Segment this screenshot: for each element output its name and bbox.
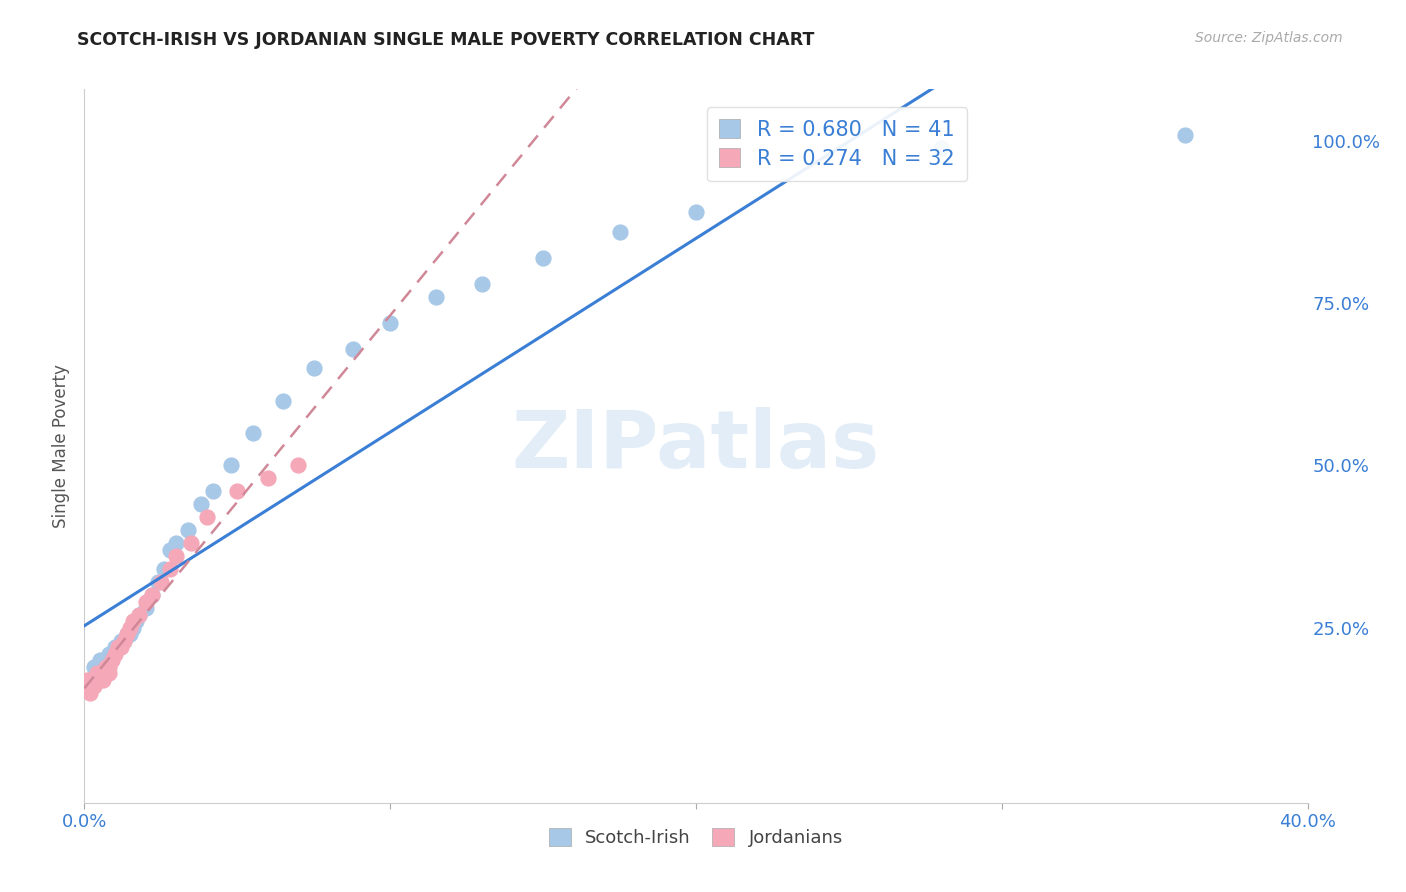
Point: [112, 633, 135, 648]
Point: [97, 666, 120, 681]
Point: [159, 562, 181, 576]
Point: [89, 666, 111, 681]
Point: [125, 614, 148, 628]
Point: [1174, 128, 1197, 142]
Legend: Scotch-Irish, Jordanians: Scotch-Irish, Jordanians: [541, 822, 851, 855]
Point: [120, 621, 142, 635]
Point: [287, 458, 309, 473]
Point: [135, 595, 157, 609]
Point: [195, 510, 218, 524]
Point: [76, 673, 98, 687]
Point: [141, 588, 163, 602]
Point: [165, 536, 187, 550]
Point: [104, 640, 127, 654]
Text: Source: ZipAtlas.com: Source: ZipAtlas.com: [1195, 31, 1343, 45]
Point: [257, 471, 280, 485]
Point: [97, 653, 120, 667]
Point: [86, 673, 108, 687]
Point: [89, 653, 111, 667]
Point: [201, 484, 224, 499]
Point: [91, 659, 114, 673]
Point: [115, 627, 138, 641]
Point: [86, 666, 108, 681]
Point: [79, 685, 101, 699]
Point: [180, 536, 202, 550]
Point: [94, 659, 117, 673]
Point: [242, 425, 264, 440]
Point: [471, 277, 494, 291]
Point: [177, 524, 200, 538]
Point: [219, 458, 242, 473]
Point: [104, 647, 127, 661]
Point: [128, 607, 150, 622]
Point: [153, 562, 176, 576]
Point: [226, 484, 249, 499]
Point: [94, 653, 117, 667]
Text: SCOTCH-IRISH VS JORDANIAN SINGLE MALE POVERTY CORRELATION CHART: SCOTCH-IRISH VS JORDANIAN SINGLE MALE PO…: [77, 31, 814, 49]
Point: [110, 640, 132, 654]
Point: [83, 679, 105, 693]
Point: [91, 673, 114, 687]
Point: [101, 653, 124, 667]
Point: [79, 673, 101, 687]
Point: [120, 627, 142, 641]
Point: [271, 393, 294, 408]
Point: [609, 225, 631, 239]
Point: [929, 140, 952, 154]
Point: [115, 627, 138, 641]
Point: [190, 497, 212, 511]
Point: [86, 666, 108, 681]
Point: [122, 614, 145, 628]
Point: [531, 251, 554, 265]
Point: [380, 316, 402, 330]
Point: [425, 290, 447, 304]
Y-axis label: Single Male Poverty: Single Male Poverty: [52, 364, 70, 528]
Point: [91, 666, 114, 681]
Point: [112, 633, 135, 648]
Point: [302, 361, 325, 376]
Point: [146, 575, 169, 590]
Point: [97, 659, 120, 673]
Point: [101, 647, 124, 661]
Point: [149, 575, 172, 590]
Point: [107, 640, 129, 654]
Point: [141, 588, 163, 602]
Point: [89, 659, 111, 673]
Point: [83, 659, 105, 673]
Text: ZIPatlas: ZIPatlas: [512, 407, 880, 485]
Point: [342, 342, 364, 356]
Point: [128, 607, 150, 622]
Point: [79, 673, 101, 687]
Point: [97, 647, 120, 661]
Point: [110, 633, 132, 648]
Point: [685, 205, 707, 219]
Point: [135, 601, 157, 615]
Point: [165, 549, 187, 564]
Point: [159, 542, 181, 557]
Point: [107, 640, 129, 654]
Point: [122, 621, 145, 635]
Point: [83, 673, 105, 687]
